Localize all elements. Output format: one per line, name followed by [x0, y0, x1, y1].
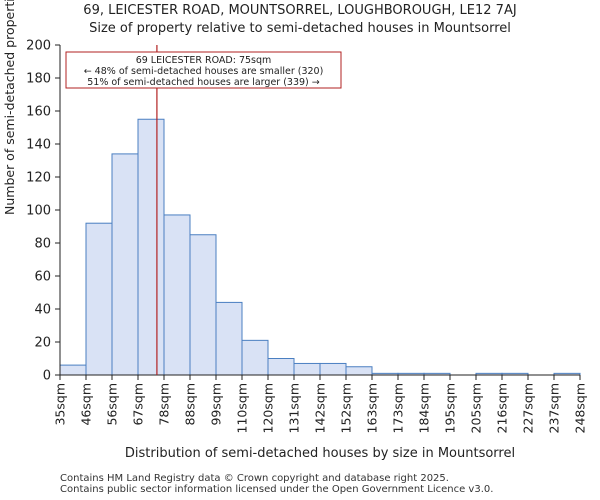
- chart-title: 69, LEICESTER ROAD, MOUNTSORREL, LOUGHBO…: [83, 3, 517, 18]
- y-tick-label: 20: [34, 336, 51, 351]
- bar-88sqm: [189, 234, 217, 376]
- x-tick-label: 227sqm: [521, 383, 536, 433]
- x-tick-label: 46sqm: [79, 383, 94, 426]
- x-tick-label: 152sqm: [339, 383, 354, 433]
- bar-131sqm: [293, 362, 321, 376]
- footer-line-2: Contains public sector information licen…: [60, 484, 494, 495]
- bar-99sqm: [215, 301, 243, 376]
- x-tick-label: 248sqm: [573, 383, 588, 433]
- x-tick-label: 99sqm: [209, 383, 224, 426]
- footer-attribution: Contains HM Land Registry data © Crown c…: [60, 473, 493, 495]
- x-tick-label: 184sqm: [417, 383, 432, 433]
- bar-35sqm: [59, 364, 87, 376]
- x-tick-label: 173sqm: [391, 383, 406, 433]
- y-tick-label: 140: [26, 138, 51, 153]
- y-tick-label: 0: [43, 369, 51, 384]
- axes-group: 0 20 40 60 80 100 120 140 160 180 200 35sqm 46sqm 56s…: [26, 39, 587, 434]
- x-tick-label: 88sqm: [183, 383, 198, 426]
- bar-120sqm: [267, 358, 295, 376]
- annotation-group: 69 LEICESTER ROAD: 75sqm← 48% of semi-de…: [65, 45, 342, 375]
- x-tick-label: 110sqm: [235, 383, 250, 433]
- bar-142sqm: [319, 362, 347, 376]
- y-tick-label: 100: [26, 204, 51, 219]
- y-tick-label: 200: [26, 39, 51, 54]
- x-tick-label: 163sqm: [365, 383, 380, 433]
- x-tick-label: 205sqm: [469, 383, 484, 433]
- bar-78sqm: [163, 214, 191, 376]
- annotation-larger: 51% of semi-detached houses are larger (…: [87, 77, 320, 88]
- x-tick-label: 56sqm: [105, 383, 120, 426]
- x-axis-label: Distribution of semi-detached houses by …: [124, 446, 516, 461]
- x-tick-label: 35sqm: [53, 383, 68, 426]
- y-tick-label: 120: [26, 171, 51, 186]
- y-tick-label: 40: [34, 303, 51, 318]
- y-tick-label: 160: [26, 105, 51, 120]
- x-tick-label: 216sqm: [495, 383, 510, 433]
- bar-152sqm: [345, 366, 373, 376]
- x-tick-label: 142sqm: [313, 383, 328, 433]
- y-tick-label: 80: [34, 237, 51, 252]
- bar-46sqm: [85, 222, 113, 376]
- x-tick-label: 78sqm: [157, 383, 172, 426]
- x-tick-label: 195sqm: [443, 383, 458, 433]
- bar-67sqm: [137, 118, 165, 376]
- annotation-title: 69 LEICESTER ROAD: 75sqm: [136, 55, 272, 66]
- annotation-box: [65, 51, 342, 89]
- x-tick-label: 67sqm: [131, 383, 146, 426]
- x-tick-label: 131sqm: [287, 383, 302, 433]
- bar-56sqm: [111, 153, 139, 376]
- bar-110sqm: [241, 339, 269, 376]
- x-tick-label: 120sqm: [261, 383, 276, 433]
- bars-group: [59, 118, 581, 376]
- chart-title-block: 69, LEICESTER ROAD, MOUNTSORREL, LOUGHBO…: [0, 2, 600, 38]
- footer-line-1: Contains HM Land Registry data © Crown c…: [60, 473, 449, 484]
- y-tick-label: 60: [34, 270, 51, 285]
- annotation-smaller: ← 48% of semi-detached houses are smalle…: [84, 66, 324, 77]
- y-tick-label: 180: [26, 72, 51, 87]
- chart-subtitle: Size of property relative to semi-detach…: [89, 21, 511, 36]
- x-tick-label: 237sqm: [547, 383, 562, 433]
